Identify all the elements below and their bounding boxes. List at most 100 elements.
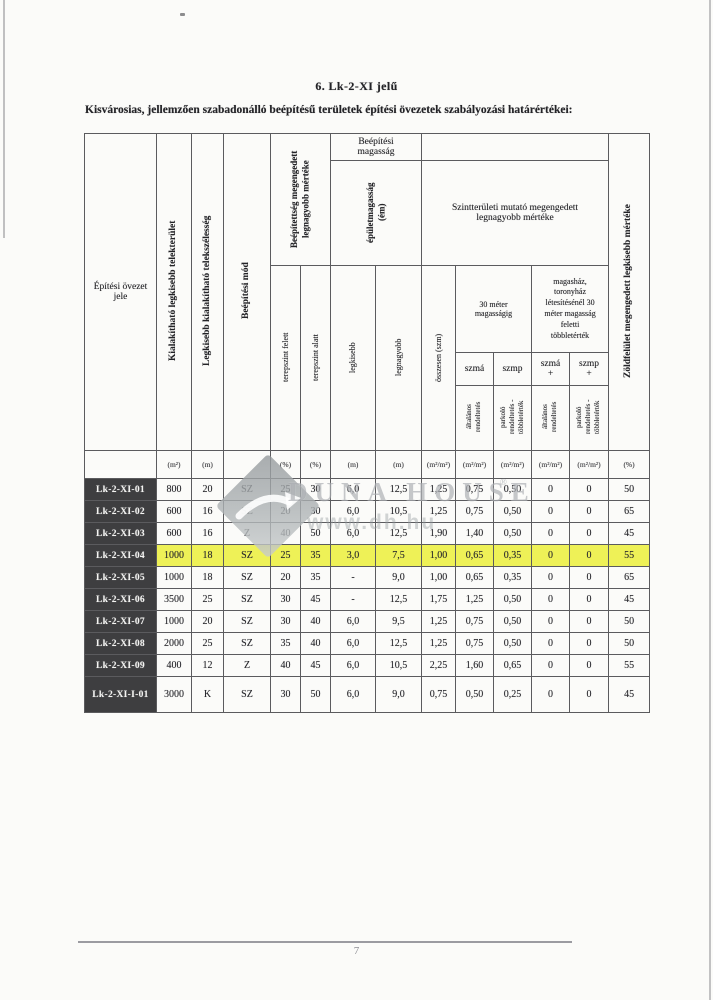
value-cell: 12 <box>191 654 224 677</box>
value-cell: 0,50 <box>493 632 532 655</box>
header-lot-area: Kialakítható legkisebb telekterület <box>156 133 192 451</box>
value-cell: 1,25 <box>421 500 456 523</box>
value-cell: 1,60 <box>455 654 494 677</box>
unit-cell: (m²/m²) <box>531 450 570 479</box>
value-cell: 0,75 <box>455 500 494 523</box>
value-cell: 3,0 <box>330 544 376 567</box>
unit-cell: (m²/m²) <box>455 450 494 479</box>
page-subtitle: Kisvárosias, jellemzően szabadonálló beé… <box>85 104 573 116</box>
value-cell: 1,00 <box>421 566 456 589</box>
value-cell: 7,5 <box>375 544 422 567</box>
value-cell: 600 <box>156 500 192 523</box>
value-cell: 12,5 <box>375 588 422 611</box>
unit-cell: (m) <box>375 450 422 479</box>
value-cell: 40 <box>270 654 301 677</box>
value-cell: 65 <box>608 500 651 523</box>
value-cell: 0,65 <box>493 654 532 677</box>
value-cell: 55 <box>608 544 651 567</box>
header-height-group: Beépítési magasság <box>330 133 422 161</box>
zone-label: Lk-2-XI-05 <box>84 566 157 589</box>
zone-label: Lk-2-XI-02 <box>84 500 157 523</box>
value-cell: 6,0 <box>330 610 376 633</box>
unit-cell: (m²) <box>156 450 192 479</box>
units-empty-cell <box>84 450 157 479</box>
value-cell: - <box>330 588 376 611</box>
value-cell: 50 <box>608 610 651 633</box>
header-parking-2: parkoló rendeltetés - többletérték <box>568 385 610 451</box>
table-row: Lk-2-XI-06 3500 25 SZ 30 45-12,5 1,75 1,25 0,50 0… <box>84 588 651 611</box>
header-lot-width: Legkisebb kialakítható telekszélesség <box>191 133 224 451</box>
value-cell: 0 <box>531 654 570 677</box>
value-cell: 2,25 <box>421 654 456 677</box>
value-cell: 0 <box>568 566 610 589</box>
value-cell: 0,50 <box>493 500 532 523</box>
zone-label: Lk-2-XI-07 <box>84 610 157 633</box>
unit-cell: (m²/m²) <box>493 450 532 479</box>
value-cell: 6,0 <box>330 522 376 545</box>
table-row: Lk-2-XI-05 1000 18 SZ 20 35-9,0 1,00 0,65 0,35 0 0… <box>84 566 651 589</box>
value-cell: SZ <box>223 676 271 713</box>
value-cell: SZ <box>223 478 271 501</box>
value-cell: 12,5 <box>375 478 422 501</box>
header-general-1: általános rendeltetés <box>455 385 494 451</box>
value-cell: 30 <box>300 500 331 523</box>
table-row: Lk-2-XI-08 2000 25 SZ 35 40 6,0 12,5 1,25 0,75 0,5… <box>84 632 651 655</box>
table-row: Lk-2-XI-01 800 20 SZ 25 30 6,0 12,5 1,25 0,75 0,50… <box>84 478 651 501</box>
value-cell: 40 <box>300 610 331 633</box>
zone-label: Lk-2-XI-01 <box>84 478 157 501</box>
table-row: Lk-2-XI-03 600 16 Z 40 50 6,0 12,5 1,90 1,40 0,50 0… <box>84 522 651 545</box>
value-cell: 0,50 <box>455 676 494 713</box>
value-cell: SZ <box>223 610 271 633</box>
page-title: 6. Lk-2-XI jelű <box>315 79 398 93</box>
zone-label: Lk-2-XI-06 <box>84 588 157 611</box>
page-number: 7 <box>353 945 360 957</box>
value-cell: 45 <box>608 676 651 713</box>
zone-label: Lk-2-XI-04 <box>84 544 157 567</box>
value-cell: SZ <box>223 566 271 589</box>
value-cell: 30 <box>300 478 331 501</box>
value-cell: 20 <box>270 566 301 589</box>
value-cell: 0 <box>568 478 610 501</box>
value-cell: 1,25 <box>455 588 494 611</box>
value-cell: 9,5 <box>375 610 422 633</box>
zone-label: Lk-2-XI-03 <box>84 522 157 545</box>
zone-label: Lk-2-XI-I-01 <box>84 676 157 713</box>
value-cell: 0 <box>531 478 570 501</box>
value-cell: 0 <box>568 544 610 567</box>
header-green: Zöldfelület megengedett legkisebb mérték… <box>608 133 651 451</box>
value-cell: 10,5 <box>375 500 422 523</box>
unit-cell: (%) <box>608 450 651 479</box>
header-coverage-group: Beépítettség megengedett legnagyobb mért… <box>270 133 331 266</box>
value-cell: 0 <box>568 588 610 611</box>
header-szma-plus: szmá + <box>531 352 570 386</box>
value-cell: 0,50 <box>493 610 532 633</box>
value-cell: 16 <box>191 522 224 545</box>
value-cell: 0 <box>531 544 570 567</box>
value-cell: 35 <box>300 566 331 589</box>
table-body: Lk-2-XI-01 800 20 SZ 25 30 6,0 12,5 1,25 0,75 0,50… <box>84 478 651 713</box>
footer-divider <box>78 941 572 943</box>
table-row: Lk-2-XI-02 600 16 SZ 20 30 6,0 10,5 1,25 0,75 0,50… <box>84 500 651 523</box>
header-height-max: legnagyobb <box>375 265 422 451</box>
value-cell: 6,0 <box>330 478 376 501</box>
value-cell: 1000 <box>156 610 192 633</box>
value-cell: 40 <box>300 632 331 655</box>
value-cell: 12,5 <box>375 522 422 545</box>
value-cell: 0 <box>531 610 570 633</box>
value-cell: 1,00 <box>421 544 456 567</box>
value-cell: 1,75 <box>421 588 456 611</box>
value-cell: 0,65 <box>455 544 494 567</box>
value-cell: 50 <box>608 478 651 501</box>
value-cell: 0 <box>531 500 570 523</box>
value-cell: 1000 <box>156 544 192 567</box>
header-above-30m: magasház, toronyház létesítésénél 30 mét… <box>530 265 610 353</box>
table-row: Lk-2-XI-04 1000 18 SZ 25 35 3,0 7,5 1,00 0,65 0,35… <box>84 544 651 567</box>
unit-cell <box>223 450 271 479</box>
value-cell: 18 <box>191 566 224 589</box>
value-cell: 20 <box>191 610 224 633</box>
header-below-ground: terepszint alatt <box>300 265 331 451</box>
unit-cell: (%) <box>270 450 301 479</box>
value-cell: 25 <box>270 544 301 567</box>
scan-edge-artifact-left <box>3 0 5 238</box>
value-cell: SZ <box>223 588 271 611</box>
